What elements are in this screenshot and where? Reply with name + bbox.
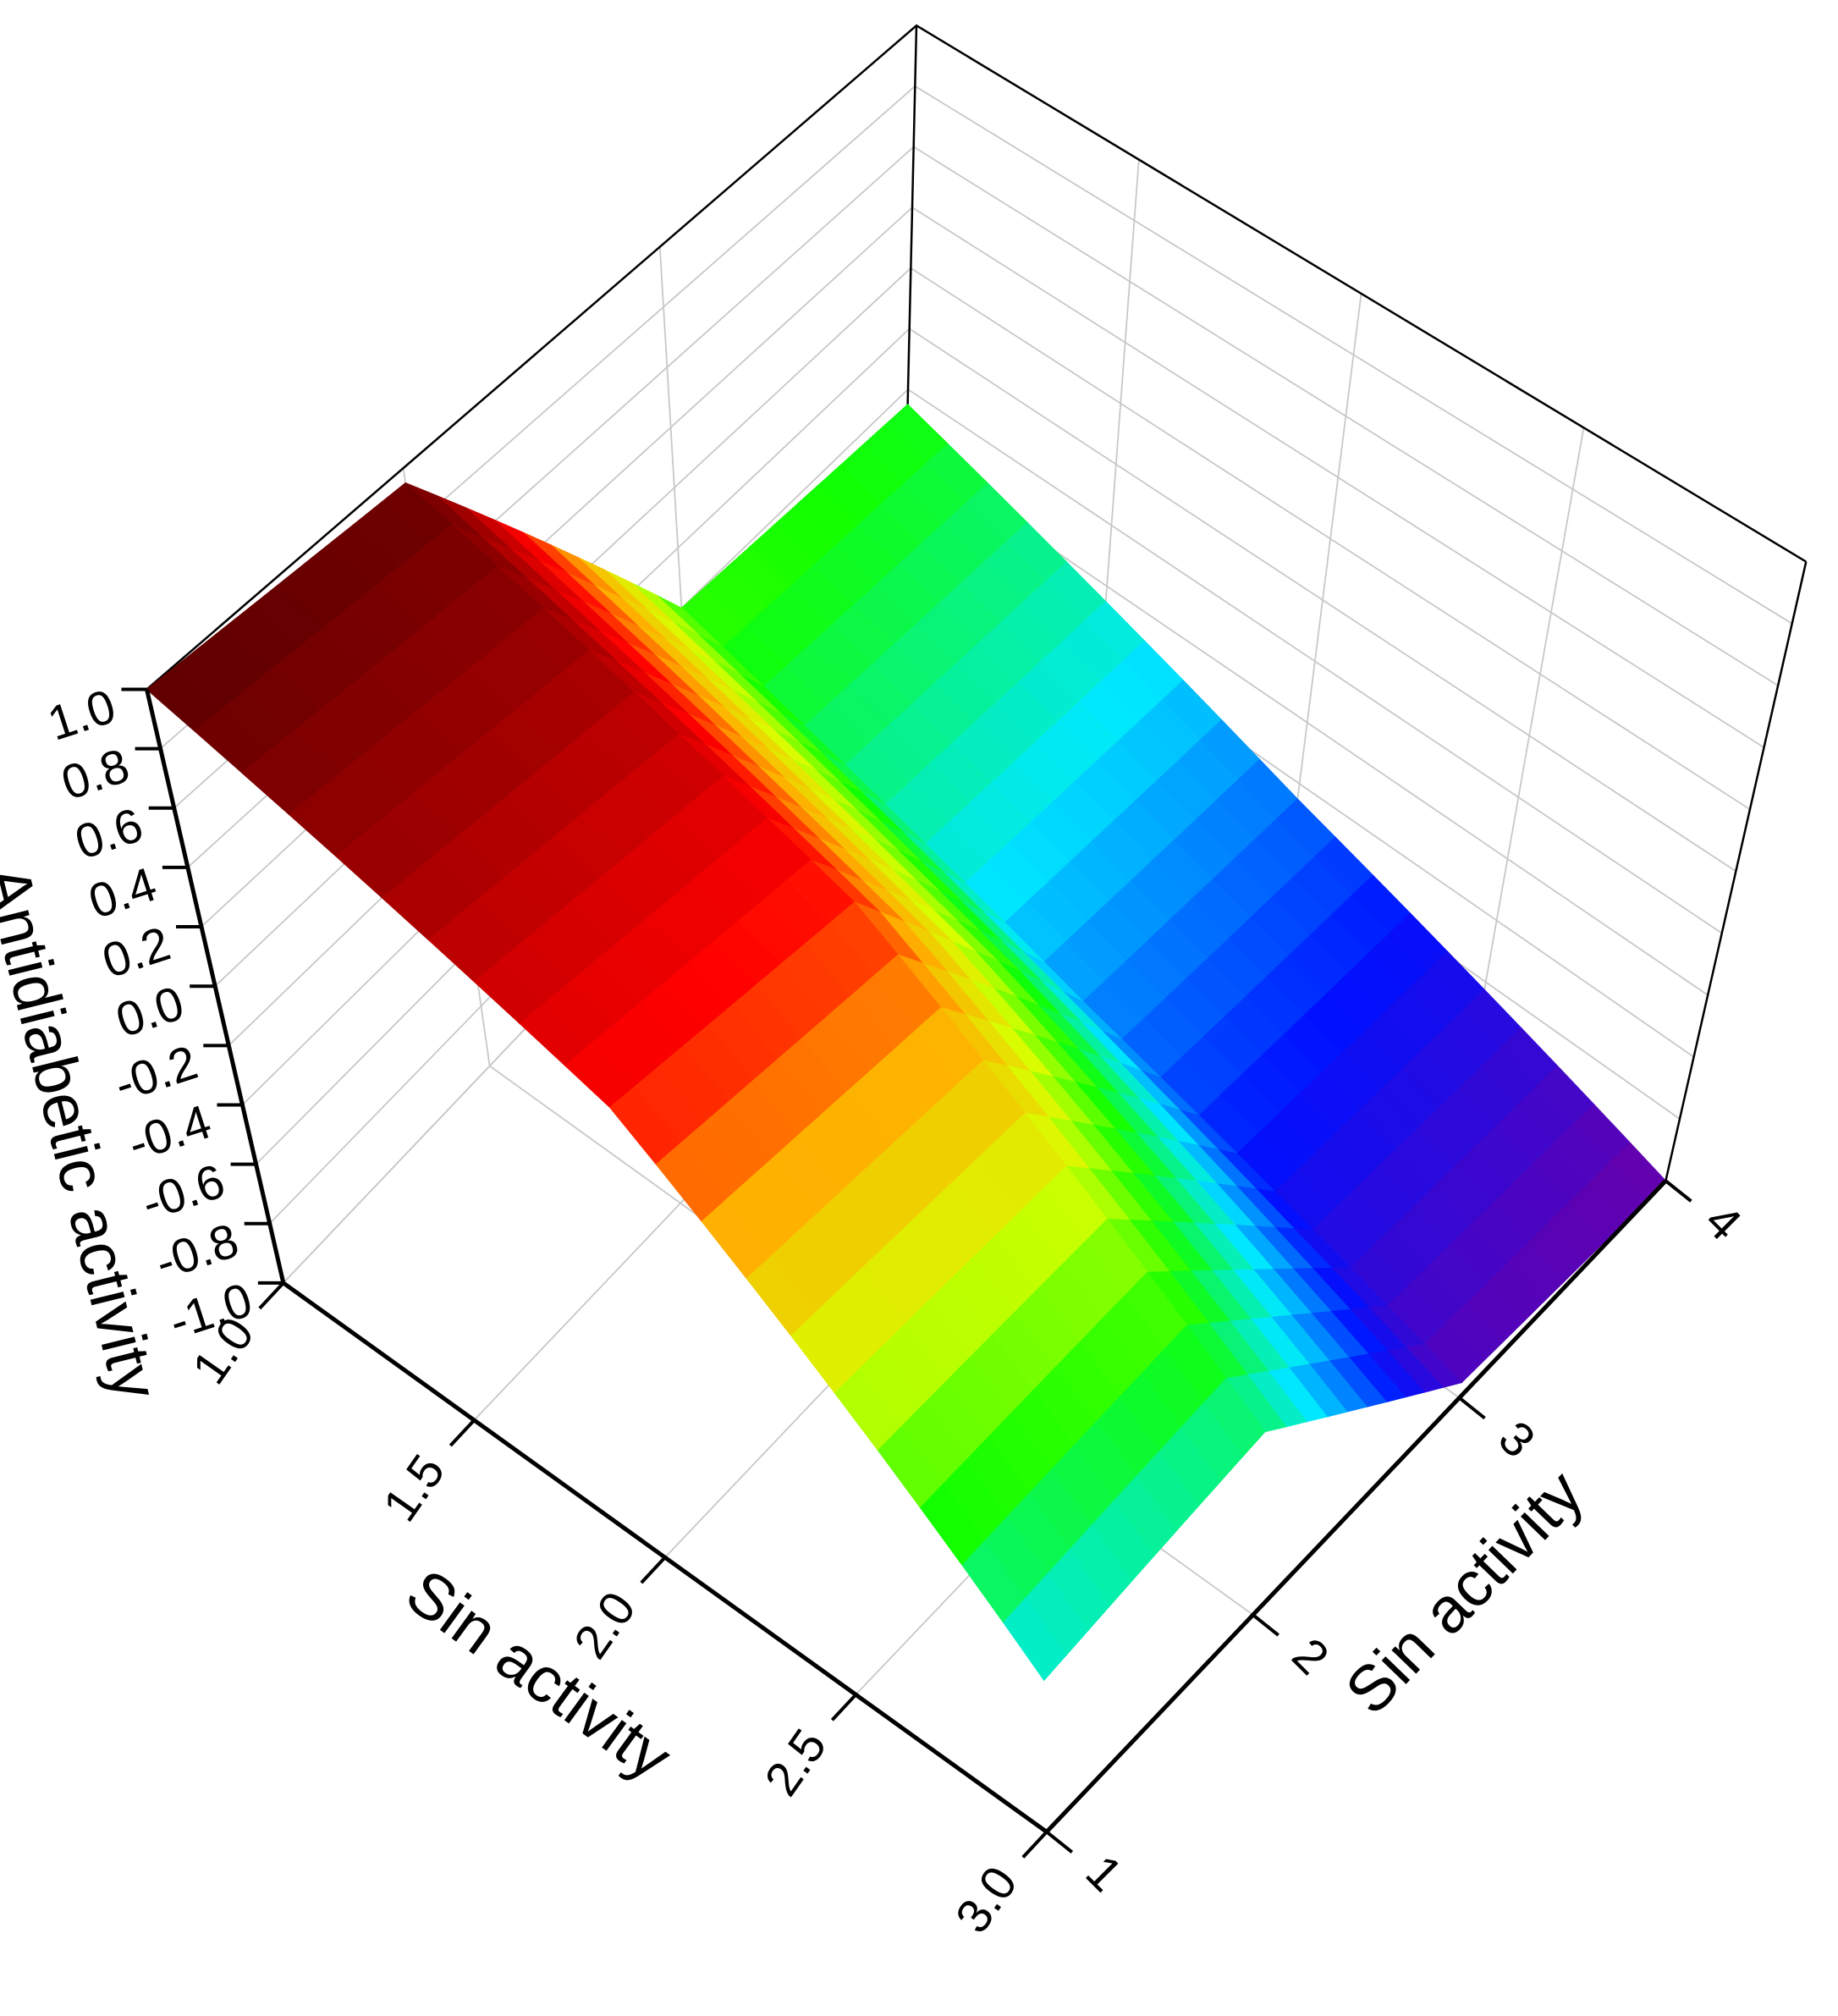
x-tick-label: 2.5 [754, 1720, 837, 1806]
right-wall [902, 25, 1807, 1182]
surface-patch [1003, 1597, 1067, 1682]
x-tick [258, 1281, 285, 1310]
y-tick [1665, 1179, 1692, 1203]
y-tick-label: 1 [1076, 1845, 1133, 1903]
y-tick [1458, 1396, 1486, 1420]
x-tick [448, 1418, 476, 1447]
frame [1665, 561, 1808, 1182]
x-tick [1021, 1831, 1048, 1859]
y-axis-title: Sin activity [1332, 1457, 1597, 1727]
z-axis [145, 688, 286, 1284]
x-tick [830, 1693, 857, 1721]
x-tick-label: 1.5 [372, 1445, 455, 1531]
surface-cell [146, 482, 856, 1109]
y-tick-label: 4 [1694, 1194, 1752, 1252]
z-tick-label: 0.2 [96, 917, 177, 989]
surface-cell [680, 404, 1299, 1003]
x-tick-label: 3.0 [945, 1857, 1028, 1943]
surface-cell [1082, 798, 1667, 1384]
surface-cell [852, 901, 1463, 1433]
y-tick [1045, 1830, 1074, 1854]
x-axis-title: Sin activity [393, 1556, 685, 1794]
y-tick-label: 2 [1282, 1628, 1340, 1685]
y-tick [1252, 1613, 1279, 1637]
x-tick [640, 1556, 667, 1584]
surface-cell [404, 482, 1084, 1003]
x-tick-label: 2.0 [564, 1583, 647, 1669]
y-tick-label: 3 [1488, 1411, 1545, 1468]
y-axis [1045, 1179, 1668, 1834]
surface [146, 404, 1667, 1682]
surface-cell [608, 901, 1266, 1682]
z-tick-label: 0.4 [82, 857, 162, 929]
